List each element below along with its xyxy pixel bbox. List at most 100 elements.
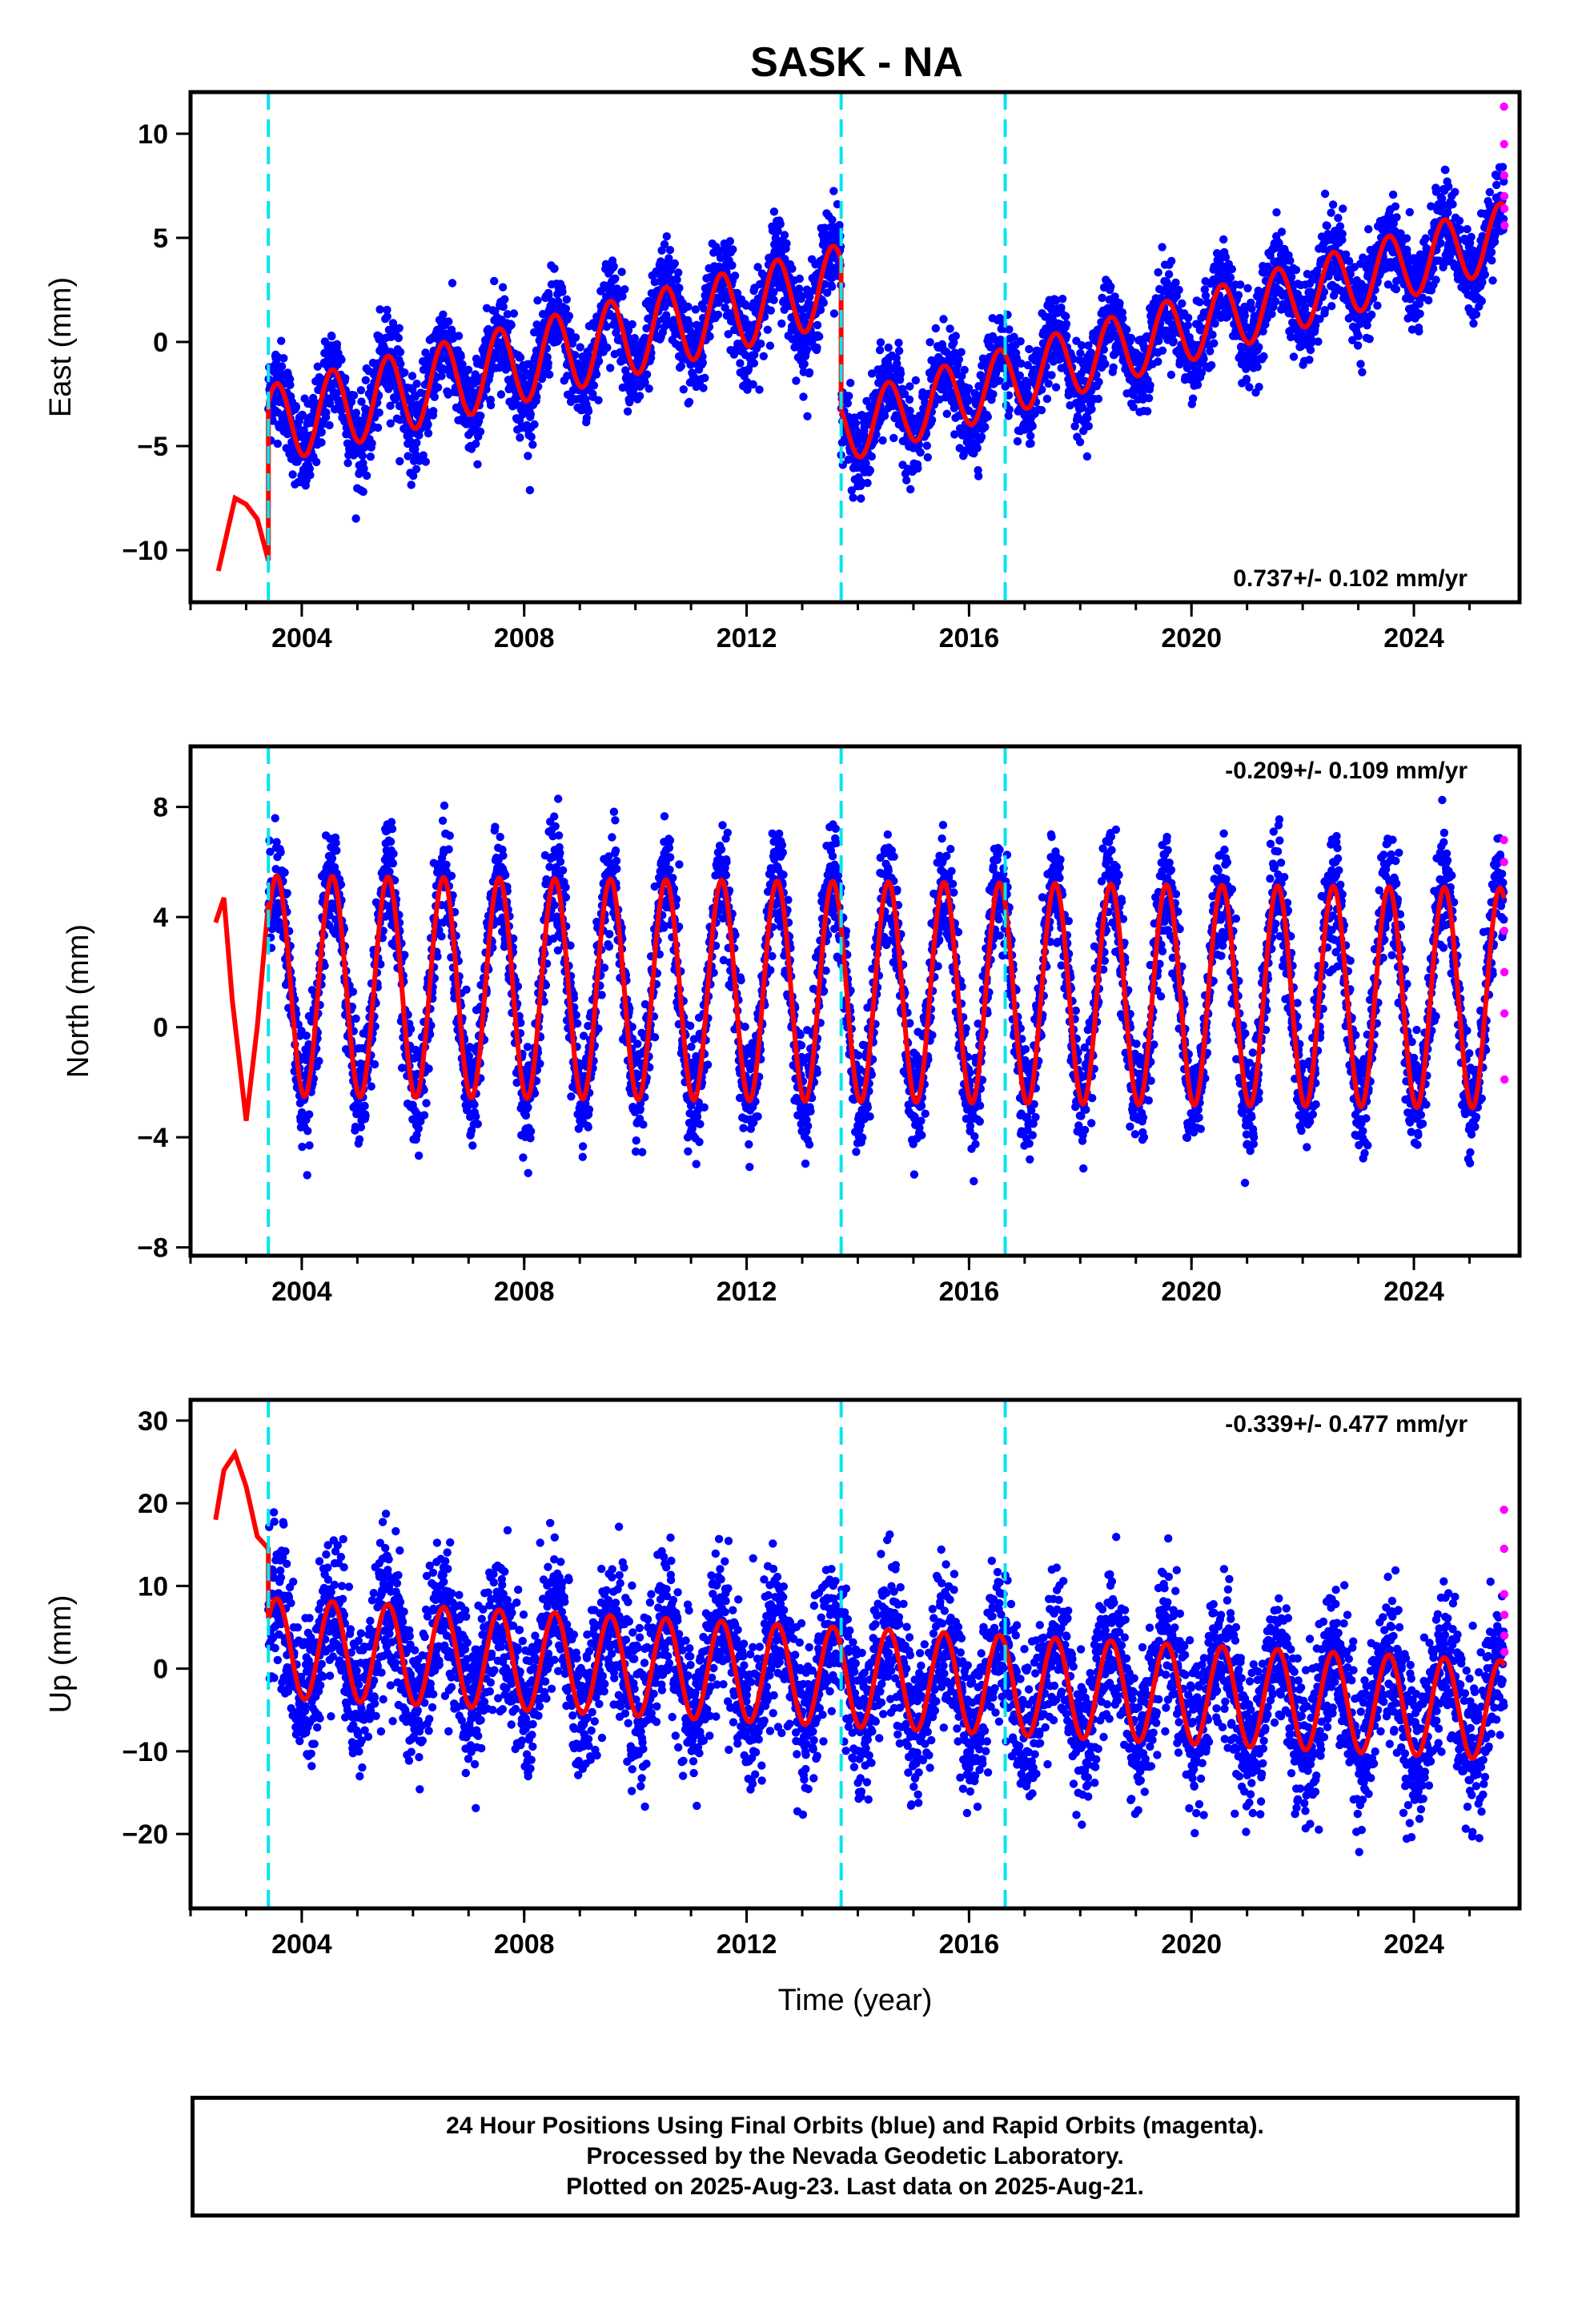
x-tick-label: 2008	[494, 623, 555, 653]
final-point	[753, 263, 762, 271]
final-point	[421, 457, 430, 466]
final-point	[957, 348, 966, 356]
final-point	[819, 298, 828, 308]
final-point	[1255, 383, 1263, 392]
final-point	[1259, 352, 1268, 361]
final-point	[795, 274, 804, 283]
final-point	[609, 262, 618, 271]
final-point	[564, 312, 574, 320]
final-point	[527, 432, 536, 441]
final-point	[498, 283, 508, 292]
final-point	[829, 187, 838, 195]
final-point	[594, 396, 603, 404]
rapid-point	[1500, 204, 1509, 213]
final-point	[373, 423, 383, 432]
final-point	[1154, 357, 1162, 366]
rapid-point	[1500, 139, 1508, 149]
final-point	[725, 237, 735, 246]
final-point	[550, 264, 559, 273]
final-point	[769, 287, 778, 297]
final-point	[285, 375, 295, 384]
final-point	[1208, 330, 1217, 340]
final-point	[813, 343, 821, 352]
final-point	[490, 276, 499, 286]
final-point	[525, 485, 535, 495]
final-point	[305, 464, 314, 473]
final-point	[905, 382, 914, 391]
final-point	[960, 365, 969, 375]
final-point	[665, 246, 675, 255]
final-point	[507, 320, 516, 329]
final-point	[582, 413, 591, 423]
final-point	[669, 316, 678, 324]
final-point	[857, 494, 865, 503]
final-point	[1451, 187, 1460, 196]
final-point	[1492, 180, 1501, 190]
final-point	[1320, 189, 1330, 199]
final-point	[1076, 348, 1085, 358]
final-point	[1126, 333, 1136, 343]
final-point	[699, 304, 709, 313]
final-point	[1227, 264, 1237, 274]
final-point	[1037, 406, 1046, 415]
final-point	[454, 332, 464, 340]
final-point	[1245, 383, 1254, 392]
final-point	[846, 379, 855, 388]
east-rate-label: 0.737+/- 0.102 mm/yr	[1233, 565, 1468, 592]
final-point	[1498, 163, 1508, 171]
final-point	[1463, 225, 1472, 234]
final-point	[1240, 312, 1250, 320]
final-point	[359, 464, 368, 473]
final-point	[394, 333, 403, 343]
final-point	[1247, 304, 1256, 313]
final-point	[1367, 310, 1376, 320]
final-point	[769, 207, 779, 216]
final-point	[605, 309, 614, 319]
final-point	[603, 343, 612, 352]
final-point	[291, 403, 301, 412]
rapid-point	[1500, 103, 1508, 111]
final-point	[1424, 296, 1433, 305]
y-tick-label: −5	[137, 432, 168, 462]
final-point	[277, 362, 287, 371]
final-point	[544, 291, 553, 300]
final-point	[1174, 285, 1183, 295]
final-point	[1359, 253, 1367, 262]
final-point	[1167, 256, 1176, 266]
final-point	[679, 385, 688, 394]
final-point	[1115, 299, 1124, 308]
final-point	[277, 336, 286, 345]
final-point	[684, 302, 693, 312]
final-point	[755, 385, 764, 394]
final-point	[306, 471, 315, 480]
final-point	[1026, 432, 1035, 440]
final-point	[773, 227, 782, 235]
final-point	[592, 370, 601, 379]
final-point	[867, 452, 877, 461]
final-point	[851, 419, 861, 428]
final-point	[1094, 394, 1103, 404]
final-point	[500, 295, 509, 304]
final-point	[533, 296, 542, 305]
final-point	[1353, 341, 1363, 350]
final-point	[792, 376, 801, 385]
final-point	[359, 487, 367, 497]
final-point	[815, 332, 824, 341]
final-point	[1025, 344, 1034, 354]
final-point	[849, 493, 857, 502]
final-point	[476, 427, 485, 436]
rapid-point	[1500, 221, 1509, 230]
final-point	[1062, 312, 1070, 321]
x-tick-label: 2012	[717, 623, 777, 653]
final-point	[611, 274, 620, 283]
final-point	[409, 472, 418, 480]
final-point	[729, 245, 737, 254]
final-point	[286, 380, 295, 389]
final-point	[913, 464, 922, 473]
final-point	[325, 399, 335, 408]
final-point	[642, 324, 651, 333]
final-point	[894, 346, 904, 356]
final-point	[1122, 325, 1131, 334]
final-point	[1075, 437, 1085, 447]
